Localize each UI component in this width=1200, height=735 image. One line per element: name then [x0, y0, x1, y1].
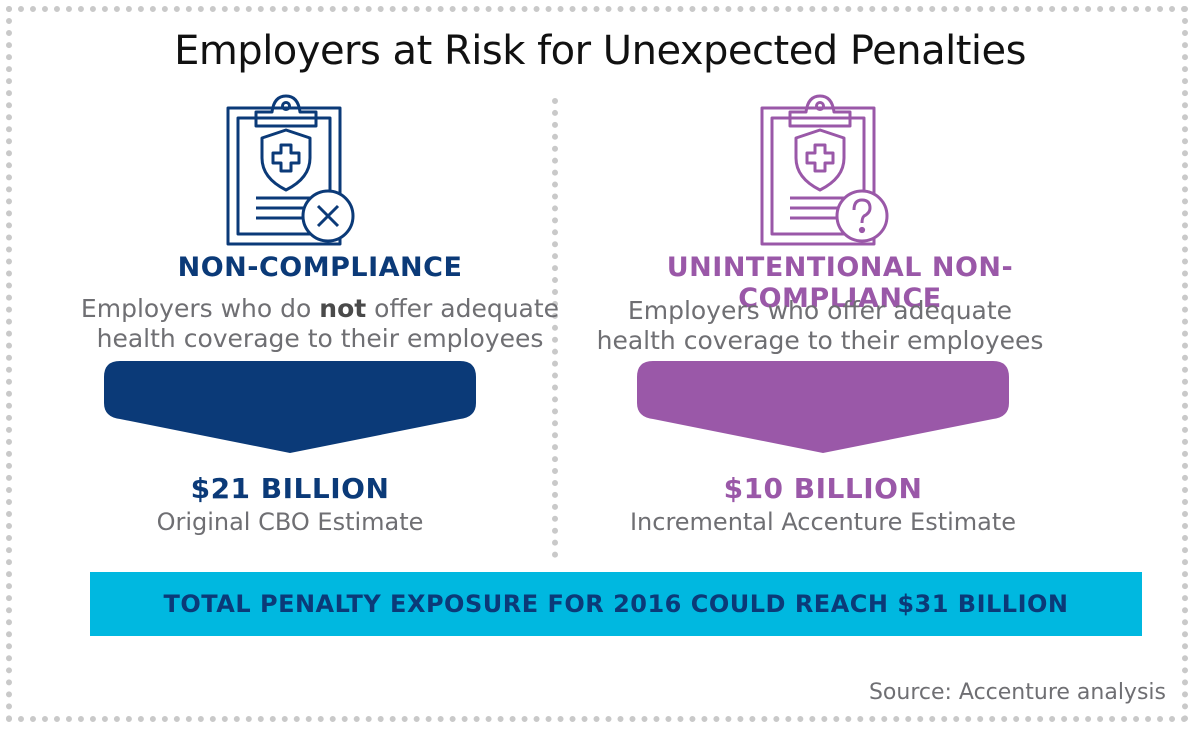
- desc-text-pre: Employers who do: [80, 294, 320, 323]
- unintentional-amount: $10 BILLION: [723, 472, 923, 505]
- unintentional-description: Employers who offer adequate health cove…: [540, 296, 1100, 356]
- unintentional-amount-label: Incremental Accenture Estimate: [629, 508, 1017, 536]
- dotted-border: [6, 6, 1188, 722]
- desc-line-2: health coverage to their employees: [96, 324, 544, 353]
- source-note: Source: Accenture analysis: [868, 680, 1166, 705]
- unintentional-arrow-shape: [637, 361, 1009, 453]
- unintentional-non-compliance-heading: UNINTENTIONAL NON-COMPLIANCE: [666, 252, 1014, 314]
- desc-text-post: offer adequate: [366, 294, 560, 323]
- desc-line-2: health coverage to their employees: [596, 326, 1044, 355]
- desc-line-1: Employers who offer adequate: [627, 296, 1013, 325]
- desc-emphasis-not: not: [319, 294, 367, 323]
- non-compliance-amount-label: Original CBO Estimate: [156, 508, 424, 536]
- non-compliance-amount: $21 BILLION: [190, 472, 390, 505]
- clipboard-shield-question-icon: [760, 94, 889, 246]
- total-penalty-text: TOTAL PENALTY EXPOSURE FOR 2016 COULD RE…: [163, 590, 1069, 618]
- column-divider: [552, 98, 558, 558]
- non-compliance-arrow-shape: [104, 361, 476, 453]
- page-title: Employers at Risk for Unexpected Penalti…: [174, 28, 1026, 74]
- non-compliance-heading: NON-COMPLIANCE: [177, 252, 463, 283]
- non-compliance-description: Employers who do not offer adequate heal…: [50, 294, 590, 354]
- clipboard-shield-x-icon: [226, 94, 355, 246]
- total-penalty-banner: TOTAL PENALTY EXPOSURE FOR 2016 COULD RE…: [90, 572, 1142, 636]
